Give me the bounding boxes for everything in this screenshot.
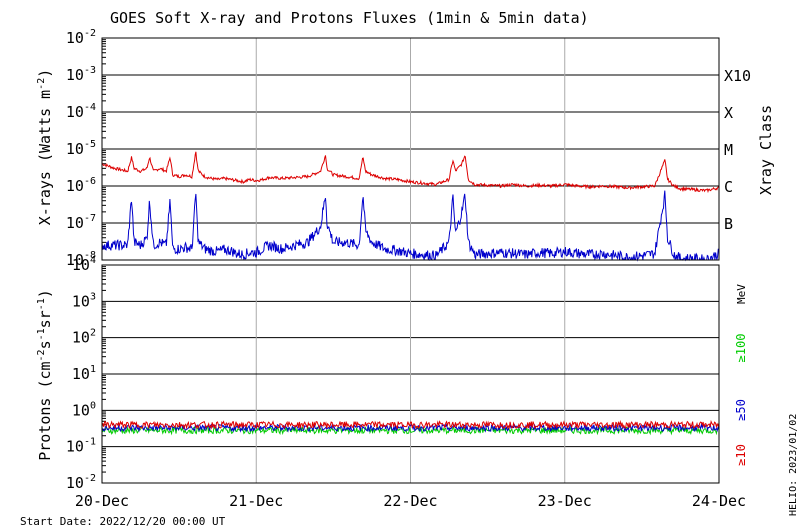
- protons-ylabel-sup2: -1: [36, 328, 47, 340]
- protons-ylabel-end: ): [36, 289, 54, 298]
- protons-legend-entry: ≥100: [734, 334, 748, 363]
- protons-y-tick-labels: 10-2 10-1 100 101 102 103 104: [66, 255, 96, 492]
- protons-y-tick-label: 10-2: [66, 473, 96, 492]
- xray-class-label: X10: [724, 67, 751, 85]
- protons-legend-entry: ≥50: [734, 399, 748, 421]
- protons-ylabel-text: Protons (cm: [36, 361, 54, 460]
- protons-series-line: [101, 422, 720, 433]
- protons-series-group: [101, 419, 720, 436]
- xray-class-labels: B C M X X10: [724, 67, 751, 233]
- xray-class-label: M: [724, 141, 733, 159]
- xray-class-label: X: [724, 104, 733, 122]
- protons-ylabel-sr: sr: [36, 310, 54, 328]
- x-axis-tick-labels: 20-Dec 21-Dec 22-Dec 23-Dec 24-Dec: [75, 492, 746, 510]
- protons-series-line: [101, 419, 720, 430]
- xray-y-tick-label: 10-7: [66, 213, 96, 232]
- xray-ylabel-end: ): [36, 69, 54, 78]
- protons-y-tick-label: 100: [72, 400, 96, 419]
- x-tick-label: 23-Dec: [538, 492, 592, 510]
- xray-y-tick-label: 10-4: [66, 102, 96, 121]
- xray-plot-frame: [101, 37, 720, 261]
- chart-title: GOES Soft X-ray and Protons Fluxes (1min…: [110, 9, 589, 27]
- xray-y-tick-label: 10-3: [66, 65, 96, 84]
- protons-y-tick-label: 101: [72, 364, 96, 383]
- xray-y-tick-label: 10-5: [66, 139, 96, 158]
- xray-y-tick-labels: 10-8 10-7 10-6 10-5 10-4 10-3 10-2: [66, 28, 96, 269]
- protons-legend-entry: ≥10: [734, 444, 748, 466]
- protons-y-axis-label: Protons (cm-2s-1sr-1): [36, 289, 54, 461]
- protons-legend: ≥10 ≥50 ≥100: [734, 334, 748, 466]
- xray-series-line: [101, 190, 720, 262]
- xray-y-tick-label: 10-2: [66, 28, 96, 47]
- xray-class-axis-label: Xray Class: [757, 105, 775, 195]
- x-tick-label: 20-Dec: [75, 492, 129, 510]
- protons-y-tick-label: 103: [72, 291, 96, 310]
- protons-series-line: [101, 425, 720, 436]
- xray-class-label: B: [724, 215, 733, 233]
- start-date-label: Start Date: 2022/12/20 00:00 UT: [20, 515, 226, 528]
- protons-y-tick-label: 104: [72, 255, 96, 274]
- xray-ylabel-text: X-rays (Watts m: [36, 90, 54, 225]
- xray-series-group: [101, 151, 720, 262]
- protons-unit-label: MeV: [735, 284, 748, 304]
- protons-ylabel-s: s: [36, 340, 54, 349]
- helio-watermark: HELIO: 2023/01/02: [788, 414, 799, 516]
- x-tick-label: 24-Dec: [692, 492, 746, 510]
- protons-plot-frame: [101, 264, 720, 484]
- xray-day-gridlines: [255, 38, 566, 260]
- xray-y-tick-label: 10-8: [66, 250, 96, 269]
- protons-ylabel-sup3: -1: [36, 298, 47, 310]
- xray-class-label: C: [724, 178, 733, 196]
- xray-ylabel-sup: -2: [36, 78, 47, 90]
- protons-ylabel-sup1: -2: [36, 349, 47, 361]
- xray-y-axis-label: X-rays (Watts m-2): [36, 69, 54, 226]
- protons-y-tick-label: 10-1: [66, 437, 96, 456]
- protons-y-tick-label: 102: [72, 328, 96, 347]
- xray-series-line: [102, 151, 720, 194]
- xray-panel: 10-8 10-7 10-6 10-5 10-4 10-3 10-2 B C M X X10 X-r…: [36, 28, 775, 269]
- xray-y-tick-label: 10-6: [66, 176, 96, 195]
- x-tick-label: 22-Dec: [383, 492, 437, 510]
- x-tick-label: 21-Dec: [229, 492, 283, 510]
